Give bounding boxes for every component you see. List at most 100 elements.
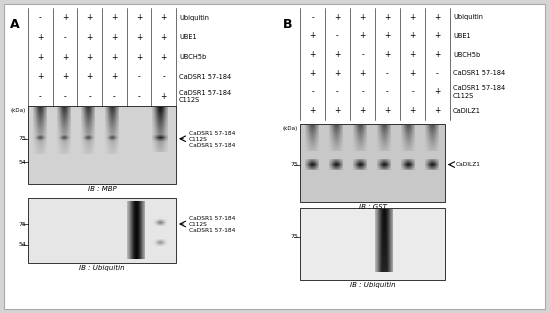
Text: +: + xyxy=(384,50,391,59)
Text: +: + xyxy=(62,13,68,22)
Text: UBE1: UBE1 xyxy=(179,34,197,40)
Text: (kDa): (kDa) xyxy=(283,126,298,131)
Text: -: - xyxy=(88,92,91,101)
Text: +: + xyxy=(334,69,341,78)
Text: -: - xyxy=(361,50,364,59)
Text: +: + xyxy=(334,50,341,59)
Text: +: + xyxy=(87,13,93,22)
Text: IB : GST: IB : GST xyxy=(358,204,386,210)
Text: 54: 54 xyxy=(18,242,26,247)
Text: +: + xyxy=(62,72,68,81)
Text: +: + xyxy=(384,13,391,22)
Text: CaDILZ1: CaDILZ1 xyxy=(453,108,481,114)
Text: +: + xyxy=(334,13,341,22)
Text: (kDa): (kDa) xyxy=(11,108,26,113)
Text: +: + xyxy=(111,13,117,22)
Text: CaDSR1 57-184: CaDSR1 57-184 xyxy=(189,228,236,233)
Text: Ubiquitin: Ubiquitin xyxy=(453,14,483,20)
Text: CaDSR1 57-184: CaDSR1 57-184 xyxy=(189,143,236,148)
Text: -: - xyxy=(39,13,42,22)
Text: CaDSR1 57-184
C112S: CaDSR1 57-184 C112S xyxy=(179,90,231,103)
Text: -: - xyxy=(386,88,389,96)
Text: +: + xyxy=(111,53,117,61)
Text: +: + xyxy=(410,106,416,115)
Text: +: + xyxy=(434,106,441,115)
Bar xyxy=(300,208,445,280)
Text: CaDILZ1: CaDILZ1 xyxy=(456,162,481,167)
Text: C112S: C112S xyxy=(189,223,208,228)
Text: +: + xyxy=(160,53,167,61)
Text: 75: 75 xyxy=(18,222,26,227)
Text: 75: 75 xyxy=(290,234,298,239)
Text: +: + xyxy=(410,32,416,40)
Text: +: + xyxy=(309,106,316,115)
Text: +: + xyxy=(309,32,316,40)
Text: +: + xyxy=(384,106,391,115)
Text: +: + xyxy=(37,33,43,42)
Text: +: + xyxy=(359,106,366,115)
Text: CaDSR1 57-184
C112S: CaDSR1 57-184 C112S xyxy=(453,85,505,99)
Text: +: + xyxy=(160,92,167,101)
Bar xyxy=(28,106,176,184)
Text: +: + xyxy=(359,32,366,40)
Text: -: - xyxy=(336,88,339,96)
Text: +: + xyxy=(37,72,43,81)
Bar xyxy=(300,124,445,202)
Text: IB : Ubiquitin: IB : Ubiquitin xyxy=(350,282,395,288)
Text: UBCH5b: UBCH5b xyxy=(453,52,480,58)
Text: -: - xyxy=(361,88,364,96)
Text: +: + xyxy=(111,33,117,42)
Text: -: - xyxy=(138,72,141,81)
Text: UBCH5b: UBCH5b xyxy=(179,54,206,60)
Text: +: + xyxy=(62,53,68,61)
Text: +: + xyxy=(410,69,416,78)
Text: -: - xyxy=(163,72,165,81)
Text: 75: 75 xyxy=(18,136,26,141)
Text: C112S: C112S xyxy=(189,137,208,142)
Text: CaDSR1 57-184: CaDSR1 57-184 xyxy=(453,70,505,76)
Text: +: + xyxy=(160,13,167,22)
Text: +: + xyxy=(136,33,142,42)
Text: CaDSR1 57-184: CaDSR1 57-184 xyxy=(179,74,231,80)
Text: Ubiquitin: Ubiquitin xyxy=(179,15,209,21)
Text: -: - xyxy=(64,92,66,101)
Text: UBE1: UBE1 xyxy=(453,33,470,39)
Text: -: - xyxy=(311,88,314,96)
Bar xyxy=(28,198,176,263)
Text: +: + xyxy=(434,13,441,22)
Text: +: + xyxy=(309,50,316,59)
Text: +: + xyxy=(37,53,43,61)
Text: -: - xyxy=(138,92,141,101)
Text: +: + xyxy=(87,33,93,42)
Text: A: A xyxy=(10,18,20,31)
Text: -: - xyxy=(386,69,389,78)
Text: -: - xyxy=(411,88,414,96)
Text: -: - xyxy=(311,13,314,22)
Text: +: + xyxy=(160,33,167,42)
Text: IB : Ubiquitin: IB : Ubiquitin xyxy=(79,265,125,271)
Text: +: + xyxy=(384,32,391,40)
Text: -: - xyxy=(436,69,439,78)
Text: +: + xyxy=(410,50,416,59)
Text: -: - xyxy=(64,33,66,42)
Text: +: + xyxy=(410,13,416,22)
Text: +: + xyxy=(87,72,93,81)
Text: +: + xyxy=(434,88,441,96)
Text: B: B xyxy=(283,18,293,31)
Text: +: + xyxy=(136,53,142,61)
Text: CaDSR1 57-184: CaDSR1 57-184 xyxy=(189,217,236,222)
Text: -: - xyxy=(113,92,116,101)
Text: 54: 54 xyxy=(18,160,26,165)
Text: +: + xyxy=(309,69,316,78)
Text: +: + xyxy=(136,13,142,22)
Text: -: - xyxy=(336,32,339,40)
Text: +: + xyxy=(87,53,93,61)
Text: IB : MBP: IB : MBP xyxy=(88,186,116,192)
Text: +: + xyxy=(434,32,441,40)
Text: -: - xyxy=(39,92,42,101)
Text: +: + xyxy=(334,106,341,115)
Text: CaDSR1 57-184: CaDSR1 57-184 xyxy=(189,131,236,136)
Text: +: + xyxy=(359,13,366,22)
Text: +: + xyxy=(111,72,117,81)
Text: +: + xyxy=(434,50,441,59)
